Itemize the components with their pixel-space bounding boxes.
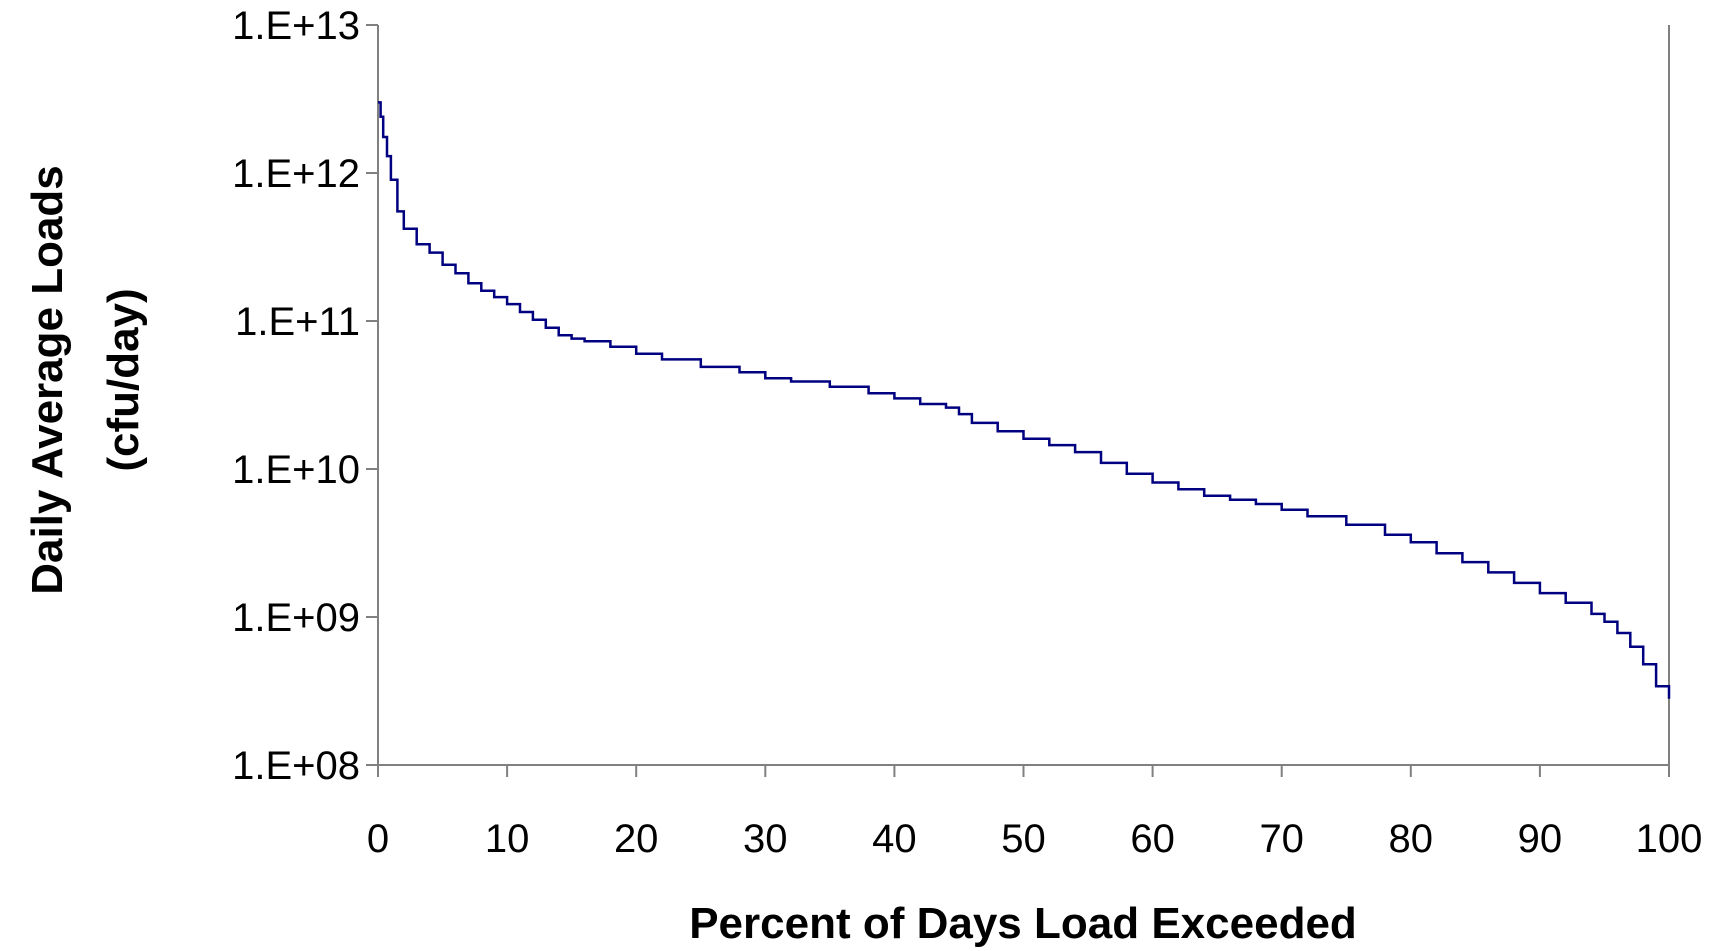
x-tick-label: 50 <box>1001 817 1046 861</box>
series-line <box>378 101 1671 699</box>
x-tick-label: 60 <box>1130 817 1175 861</box>
x-tick-label: 10 <box>485 817 530 861</box>
y-tick-label: 1.E+09 <box>232 596 360 640</box>
x-tick-label: 90 <box>1518 817 1563 861</box>
x-tick-label: 70 <box>1259 817 1304 861</box>
y-tick-label: 1.E+13 <box>232 4 360 48</box>
x-axis-title: Percent of Days Load Exceeded <box>689 899 1357 948</box>
x-tick-label: 40 <box>872 817 917 861</box>
series-layer <box>378 101 1671 699</box>
x-tick-label: 80 <box>1389 817 1434 861</box>
y-tick-label: 1.E+10 <box>232 448 360 492</box>
x-axis-ticks: 0 10 20 30 40 50 60 70 80 90 100 <box>367 765 1703 861</box>
x-tick-label: 20 <box>614 817 659 861</box>
x-tick-label: 0 <box>367 817 389 861</box>
y-axis-ticks: 1.E+13 1.E+12 1.E+11 1.E+10 1.E+09 1.E+08 <box>232 4 378 788</box>
y-tick-label: 1.E+08 <box>232 744 360 788</box>
y-tick-label: 1.E+11 <box>235 300 360 344</box>
x-tick-label: 30 <box>743 817 788 861</box>
x-tick-label: 100 <box>1636 817 1703 861</box>
y-axis-title-line2: (cfu/day) <box>99 288 148 471</box>
y-axis-title: Daily Average Loads (cfu/day) <box>23 165 148 595</box>
plot-area <box>377 25 1670 766</box>
y-axis-title-line1: Daily Average Loads <box>23 165 72 595</box>
y-tick-label: 1.E+12 <box>232 152 360 196</box>
